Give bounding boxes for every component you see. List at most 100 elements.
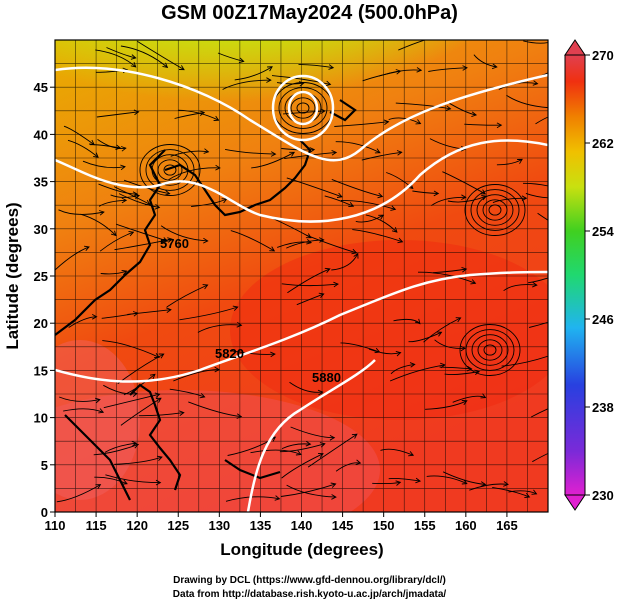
streamline: [191, 198, 227, 207]
streamline: [426, 475, 467, 485]
credit-drawing: Drawing by DCL (https://www.gfd-dennou.o…: [173, 575, 446, 586]
colorbar-gradient: [564, 54, 586, 496]
streamline-arrow: [236, 322, 243, 328]
streamline: [100, 270, 127, 275]
streamline: [286, 177, 343, 198]
streamline: [137, 41, 185, 70]
streamline-arrow: [532, 281, 538, 288]
streamline: [362, 70, 401, 82]
streamline-arrow: [415, 477, 422, 484]
streamline: [113, 186, 151, 205]
colorbar-tick-label: 238: [592, 400, 614, 415]
streamline: [225, 496, 280, 502]
streamline-arrow: [155, 397, 162, 403]
streamline: [324, 195, 354, 207]
x-tick-label: 110: [45, 518, 66, 533]
streamline: [104, 442, 137, 453]
streamline-arrow: [132, 191, 139, 197]
streamline: [522, 182, 548, 187]
streamline-arrow: [305, 441, 312, 447]
streamline-arrow: [460, 345, 467, 352]
streamline: [281, 453, 324, 479]
streamline: [168, 167, 220, 181]
streamline: [508, 490, 537, 495]
streamline-arrow: [336, 192, 343, 198]
streamline: [281, 283, 339, 287]
streamline-arrow: [415, 119, 422, 125]
streamline: [335, 462, 361, 472]
streamline-arrow: [121, 479, 128, 485]
colorbar-tick-label: 262: [592, 136, 614, 151]
streamline-arrow: [521, 195, 528, 201]
streamline-arrow: [121, 197, 128, 204]
streamline-arrow: [128, 230, 135, 237]
warm-region-west: [55, 340, 140, 500]
streamline: [412, 190, 439, 194]
x-tick-label: 130: [208, 518, 230, 533]
streamline-arrow: [91, 314, 98, 320]
streamline: [55, 246, 90, 271]
streamline: [118, 193, 160, 208]
streamline: [188, 401, 242, 418]
contour-label-5820: 5820: [215, 346, 244, 361]
streamline-arrow: [267, 66, 273, 72]
x-tick-label: 160: [455, 518, 477, 533]
streamline: [106, 47, 136, 59]
streamline-arrow: [374, 347, 381, 354]
y-tick-label: 0: [41, 505, 48, 520]
streamline: [229, 350, 275, 355]
streamline: [388, 478, 421, 482]
streamline-arrow: [162, 62, 169, 69]
streamline-arrow: [130, 54, 137, 60]
circulation-ring: [157, 159, 183, 181]
streamline: [56, 484, 101, 503]
streamline: [59, 396, 100, 402]
streamline-arrow: [178, 65, 185, 71]
streamline: [428, 67, 468, 72]
circulation-ring: [482, 199, 508, 221]
streamline: [102, 340, 160, 358]
streamline: [280, 483, 336, 497]
streamline-arrow: [333, 281, 339, 288]
streamline: [335, 141, 381, 154]
streamline: [166, 284, 208, 308]
streamline-arrow: [558, 111, 563, 116]
streamline: [334, 121, 389, 127]
y-tick-label: 20: [34, 316, 48, 331]
streamline: [138, 412, 184, 417]
streamline: [68, 316, 97, 328]
streamline: [306, 234, 357, 254]
streamline-arrow: [203, 237, 209, 244]
circulation-ring: [488, 204, 502, 216]
streamline-arrow: [232, 305, 239, 311]
streamline-arrow: [414, 318, 421, 325]
streamline: [469, 483, 509, 491]
streamline-arrow: [328, 64, 335, 70]
contour-label-5760: 5760: [160, 236, 189, 251]
streamline: [528, 321, 548, 328]
streamline-arrow: [445, 105, 452, 111]
streamline-arrow: [317, 452, 324, 459]
streamline: [432, 268, 467, 274]
streamline-arrow: [557, 447, 562, 452]
streamline-arrow: [554, 39, 559, 43]
streamline: [417, 271, 476, 284]
streamline-arrow: [471, 111, 478, 118]
streamline: [127, 309, 171, 315]
colorbar-tick-label: 254: [592, 224, 614, 239]
contour-label-5880: 5880: [312, 370, 341, 385]
streamline-arrow: [214, 366, 221, 373]
x-tick-label: 135: [250, 518, 272, 533]
streamline-arrow: [531, 489, 538, 495]
circulation-ring: [477, 339, 503, 361]
colorbar-top-arrow: [564, 39, 586, 56]
circulation-ring: [278, 87, 328, 129]
streamline-arrow: [115, 144, 122, 151]
streamline-arrow: [348, 202, 355, 208]
streamline: [393, 318, 421, 325]
streamline: [289, 381, 323, 393]
streamline-arrow: [93, 152, 99, 158]
streamline: [178, 109, 219, 121]
streamline: [290, 426, 335, 439]
